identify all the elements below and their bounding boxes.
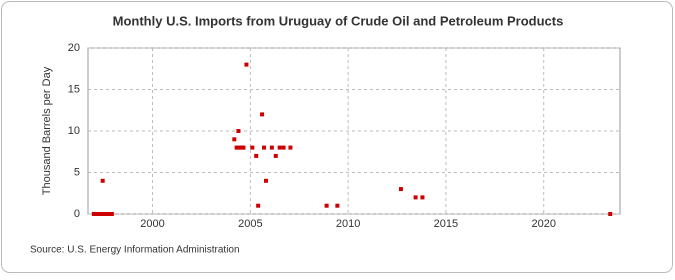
point (269, 145, 274, 150)
point (100, 178, 105, 183)
y-axis-label: Thousand Barrels per Day (41, 66, 53, 195)
point (608, 212, 613, 216)
point (288, 145, 293, 150)
x-tick-label: 2000 (140, 218, 164, 230)
point (241, 145, 246, 150)
y-tick-label: 15 (68, 83, 80, 95)
point (236, 129, 241, 133)
chart-title: Monthly U.S. Imports from Uruguay of Cru… (113, 13, 564, 28)
point (244, 62, 249, 67)
point (250, 145, 255, 150)
frame (1, 1, 673, 273)
y-tick-label: 10 (68, 125, 80, 137)
point (335, 203, 340, 208)
point (413, 195, 418, 200)
point (256, 203, 261, 208)
point (262, 145, 267, 150)
point (260, 112, 265, 117)
point (277, 145, 282, 150)
point (234, 145, 239, 150)
point (109, 212, 114, 216)
point (254, 153, 259, 158)
point (420, 195, 425, 200)
y-tick-label: 20 (68, 42, 80, 54)
x-tick-label: 2010 (336, 218, 360, 230)
point (324, 203, 329, 208)
y-tick-label: 0 (74, 208, 80, 220)
x-tick-label: 2005 (238, 218, 262, 230)
point (273, 153, 278, 158)
x-tick-label: 2020 (531, 218, 555, 230)
x-tick-label: 2015 (434, 218, 458, 230)
point (398, 187, 403, 192)
y-tick-label: 5 (74, 166, 80, 178)
point (263, 178, 268, 183)
point (281, 145, 286, 150)
point (232, 137, 237, 142)
source: Source: U.S. Energy Information Administ… (30, 245, 240, 256)
